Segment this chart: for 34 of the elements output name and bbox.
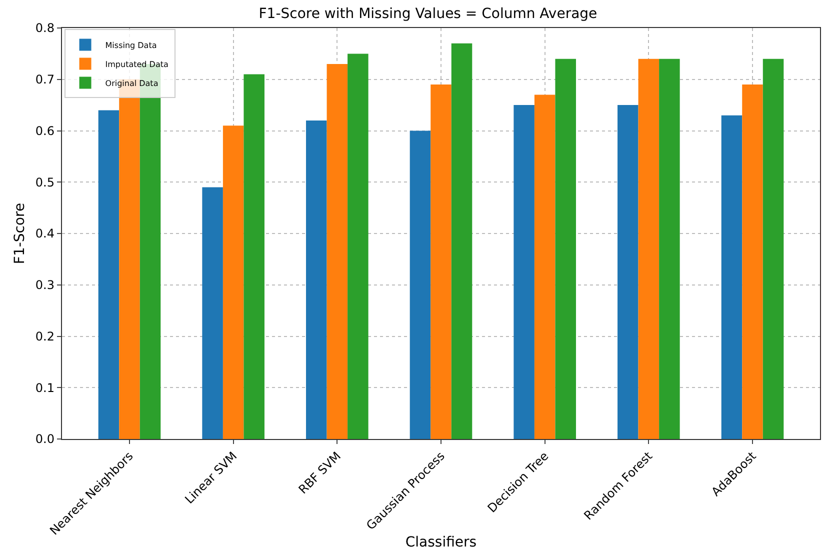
bar xyxy=(202,187,223,439)
bar xyxy=(306,120,327,439)
y-axis-title: F1-Score xyxy=(12,202,28,264)
bar xyxy=(638,58,660,439)
bar xyxy=(326,64,348,439)
bar xyxy=(762,58,784,439)
bar xyxy=(348,54,368,439)
legend-label: Imputated Data xyxy=(105,60,168,69)
bar xyxy=(410,130,431,439)
y-tick-label: 0.4 xyxy=(35,226,54,241)
bar xyxy=(222,126,244,439)
y-tick-label: 0.7 xyxy=(35,72,54,87)
y-tick-label: 0.8 xyxy=(35,21,54,36)
bar xyxy=(721,115,742,439)
bar xyxy=(618,105,638,439)
bar xyxy=(534,94,556,439)
bar xyxy=(430,84,452,439)
bar xyxy=(555,58,576,439)
y-tick-label: 0.2 xyxy=(35,329,54,344)
legend-label: Original Data xyxy=(105,78,158,88)
y-tick-label: 0.5 xyxy=(35,175,54,190)
y-tick-label: 0.1 xyxy=(35,380,54,395)
bar xyxy=(451,43,472,439)
bar xyxy=(98,110,120,439)
bar xyxy=(514,105,534,439)
bar xyxy=(742,84,763,439)
bar xyxy=(244,74,264,439)
y-tick-label: 0.3 xyxy=(35,278,54,292)
legend-label: Missing Data xyxy=(105,40,157,50)
y-tick-label: 0.0 xyxy=(35,432,54,446)
bar xyxy=(659,58,680,439)
x-axis-title: Classifiers xyxy=(405,534,477,551)
y-tick-label: 0.6 xyxy=(35,124,54,138)
chart-title: F1-Score with Missing Values = Column Average xyxy=(258,6,598,22)
